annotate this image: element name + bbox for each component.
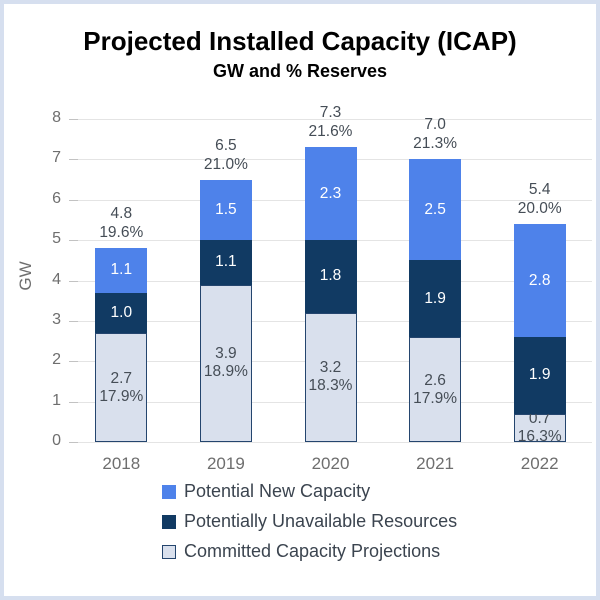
- y-tick-mark: [69, 240, 78, 241]
- segment-value-label: 1.8: [319, 267, 342, 285]
- gridline: [69, 442, 592, 443]
- segment-percent: 16.3%: [517, 427, 562, 445]
- segment-value-label: 1.0: [110, 303, 133, 321]
- y-tick-label: 5: [52, 230, 61, 247]
- segment-percent: 18.3%: [308, 377, 353, 395]
- bar-segment-new: 2.5: [409, 159, 462, 261]
- y-tick-mark: [69, 442, 78, 443]
- legend-swatch-committed-capacity-projections: [162, 544, 176, 559]
- legend-item-potentially-unavailable-resources: Potentially Unavailable Resources: [162, 511, 457, 532]
- legend-swatch-potentially-unavailable-resources: [162, 514, 176, 529]
- legend-item-committed-capacity-projections: Committed Capacity Projections: [162, 541, 457, 562]
- bar-segment-new: 2.8: [513, 223, 566, 338]
- y-tick-mark: [69, 361, 78, 362]
- bar-segment-unavailable: 1.9: [409, 260, 462, 338]
- segment-percent: 17.9%: [99, 387, 144, 405]
- segment-value: 2.7: [110, 369, 133, 387]
- segment-value-label: 1.1: [215, 253, 237, 271]
- segment-value: 2.6: [424, 371, 446, 389]
- bar-segment-unavailable: 1.0: [95, 292, 148, 333]
- x-tick-label: 2018: [102, 454, 141, 473]
- total-percent: 21.0%: [203, 155, 248, 173]
- segment-value: 3.9: [215, 345, 237, 363]
- legend-swatch-potential-new-capacity: [162, 484, 176, 499]
- segment-value-label: 2.6 17.9%: [413, 372, 457, 408]
- bar-total-label: 6.5 21.0%: [176, 136, 276, 174]
- segment-percent: 18.9%: [203, 363, 248, 381]
- legend: Potential New Capacity Potentially Unava…: [162, 481, 457, 571]
- bar-segment-committed: 3.9 18.9%: [199, 284, 252, 442]
- legend-label: Potentially Unavailable Resources: [184, 511, 458, 531]
- x-tick-label: 2021: [416, 454, 454, 473]
- chart-title: Projected Installed Capacity (ICAP): [83, 26, 517, 56]
- bar-segment-new: 1.1: [95, 248, 148, 293]
- bar-segment-committed: 2.6 17.9%: [409, 337, 462, 442]
- y-tick-mark: [69, 402, 78, 403]
- y-tick-label: 0: [52, 432, 61, 449]
- x-tick-label: 2020: [311, 454, 350, 473]
- total-percent: 21.6%: [308, 123, 353, 141]
- segment-value-label: 1.5: [215, 200, 237, 218]
- y-tick-label: 4: [52, 271, 61, 288]
- bar-segment-committed: 3.2 18.3%: [304, 312, 357, 442]
- bar-segment-committed: 0.7 16.3%: [513, 410, 566, 445]
- segment-value-label: 3.9 18.9%: [204, 345, 248, 381]
- segment-value-label: 1.1: [110, 261, 133, 279]
- total-percent: 20.0%: [517, 199, 562, 217]
- y-tick-label: 2: [52, 351, 61, 368]
- segment-percent: 17.9%: [413, 389, 458, 407]
- bar-segment-new: 2.3: [304, 147, 357, 241]
- y-tick-label: 7: [52, 149, 61, 166]
- total-value: 4.8: [110, 205, 133, 223]
- y-tick-label: 3: [52, 311, 61, 328]
- y-tick-mark: [69, 159, 78, 160]
- segment-value-label: 3.2 18.3%: [309, 359, 353, 395]
- y-tick-label: 8: [52, 109, 61, 126]
- legend-label: Committed Capacity Projections: [184, 541, 441, 561]
- segment-value-label: 2.8: [528, 271, 551, 289]
- segment-value-label: 1.9: [528, 366, 551, 384]
- chart-subtitle: GW and % Reserves: [212, 61, 388, 81]
- plot-area: 2.7 17.9% 1.0 1.1 4.8 19.6% 3.9 18.9% 1.1 1.5 6.5 2…: [69, 104, 592, 445]
- total-value: 7.3: [319, 104, 342, 122]
- segment-value-label: 2.5: [424, 200, 446, 218]
- y-tick-mark: [69, 200, 78, 201]
- segment-value-label: 0.7 16.3%: [518, 410, 562, 446]
- total-percent: 21.3%: [413, 135, 458, 153]
- bar-group: 3.9 18.9% 1.1 1.5: [199, 119, 252, 442]
- y-tick-mark: [69, 119, 78, 120]
- total-value: 6.5: [215, 136, 237, 154]
- gridline: [69, 119, 592, 120]
- bar-total-label: 7.0 21.3%: [385, 115, 485, 153]
- bar-segment-committed: 2.7 17.9%: [95, 333, 148, 442]
- y-tick-label: 1: [52, 392, 61, 409]
- total-percent: 19.6%: [99, 224, 144, 242]
- segment-value-label: 2.3: [319, 184, 342, 202]
- segment-value: 0.7: [528, 409, 551, 427]
- bar-group: 2.7 17.9% 1.0 1.1: [95, 119, 148, 442]
- bar-total-label: 4.8 19.6%: [71, 204, 171, 242]
- bar-segment-unavailable: 1.9: [513, 337, 566, 414]
- x-tick-label: 2022: [520, 454, 559, 473]
- total-value: 5.4: [528, 180, 551, 198]
- total-value: 7.0: [424, 116, 446, 134]
- segment-value-label: 2.7 17.9%: [99, 370, 143, 406]
- bar-segment-unavailable: 1.8: [304, 240, 357, 313]
- bar-group: 3.2 18.3% 1.8 2.3: [304, 119, 357, 442]
- bar-group: 2.6 17.9% 1.9 2.5: [409, 119, 462, 442]
- bar-segment-unavailable: 1.1: [199, 240, 252, 285]
- y-tick-mark: [69, 281, 78, 282]
- bar-group: 0.7 16.3% 1.9 2.8: [513, 119, 566, 445]
- legend-label: Potential New Capacity: [184, 481, 371, 501]
- bar-total-label: 5.4 20.0%: [490, 180, 590, 218]
- segment-value: 3.2: [319, 359, 342, 377]
- y-tick-label: 6: [52, 190, 61, 207]
- legend-item-potential-new-capacity: Potential New Capacity: [162, 481, 457, 502]
- y-tick-mark: [69, 321, 78, 322]
- bar-total-label: 7.3 21.6%: [281, 103, 381, 141]
- x-tick-label: 2019: [206, 454, 245, 473]
- segment-value-label: 1.9: [424, 289, 446, 307]
- bar-segment-new: 1.5: [199, 179, 252, 241]
